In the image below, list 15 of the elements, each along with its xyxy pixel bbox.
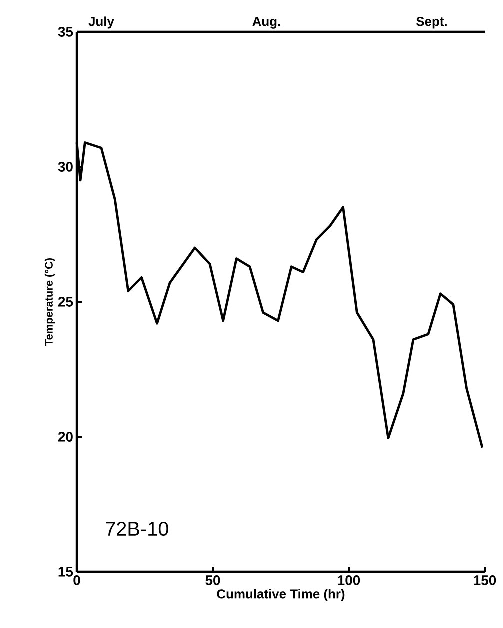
x-tick-label: 150 [474,576,496,586]
x-axis-title: Cumulative Time (hr) [217,589,345,602]
text: Aug. [252,17,280,29]
x-tick-label: 50 [206,576,220,586]
text: July [88,16,114,29]
y-tick-label: 20 [58,432,73,442]
y-tick-label: 15 [58,567,74,577]
text: Sept. [416,17,447,29]
y-tick-label: 30 [58,162,73,172]
y-tick-label: 25 [58,297,74,307]
x-tick-label: 100 [338,576,360,586]
y-axis-title: Temperature (°C) [44,258,56,346]
x-tick-label: 0 [74,576,80,586]
y-tick-label: 35 [58,27,74,37]
annotation: 72B-10 [106,522,168,536]
